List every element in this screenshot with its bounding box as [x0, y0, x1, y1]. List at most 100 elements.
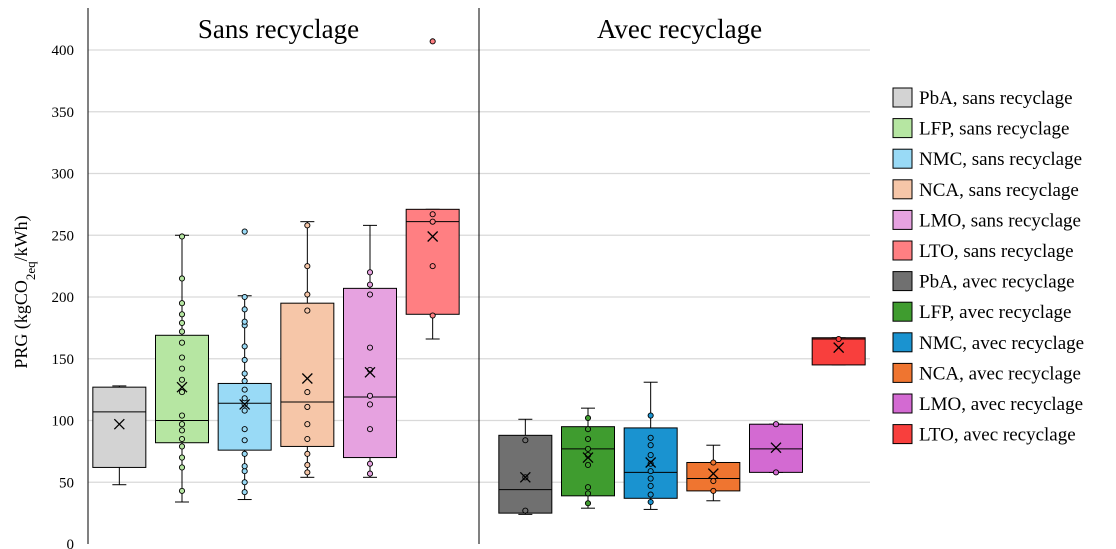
data-point	[584, 461, 592, 469]
data-point	[178, 365, 186, 372]
data-point	[241, 370, 248, 377]
legend-label: LTO, sans recyclage	[919, 241, 1074, 262]
data-point	[304, 469, 311, 476]
data-point	[241, 407, 248, 414]
y-tick-label: 250	[52, 228, 75, 244]
legend-item: PbA, sans recyclage	[892, 87, 1073, 109]
mean-marker	[833, 342, 845, 354]
data-point	[178, 412, 186, 419]
data-point	[241, 395, 248, 402]
data-point	[772, 421, 780, 428]
data-point	[710, 487, 717, 494]
data-point	[178, 421, 186, 428]
legend-swatch	[892, 87, 913, 108]
data-point	[241, 343, 248, 350]
legend-item: LTO, sans recyclage	[892, 240, 1074, 262]
data-point	[366, 401, 374, 408]
mean-marker	[301, 373, 313, 384]
y-tick-label: 350	[52, 105, 75, 121]
data-point	[241, 228, 248, 235]
data-point	[304, 291, 311, 298]
data-point	[304, 450, 311, 457]
data-point	[647, 482, 654, 490]
data-point	[647, 452, 654, 459]
y-tick-label: 50	[59, 475, 74, 491]
box-1	[92, 385, 147, 486]
legend-label: LTO, avec recyclage	[919, 425, 1076, 446]
data-point	[304, 421, 311, 428]
data-point	[178, 328, 186, 335]
y-tick-label: 100	[52, 414, 75, 430]
data-point	[241, 489, 248, 496]
data-point	[647, 442, 654, 449]
legend-label: PbA, avec recyclage	[919, 272, 1075, 293]
mean-marker	[113, 418, 125, 430]
legend-item: PbA, avec recyclage	[892, 271, 1075, 293]
box-iqr	[405, 208, 460, 315]
legend-swatch	[892, 209, 913, 230]
legend-swatch	[892, 332, 913, 353]
mean-marker	[582, 452, 594, 464]
data-point	[366, 426, 374, 433]
box-iqr	[92, 386, 147, 468]
data-point	[178, 233, 186, 240]
data-point	[429, 211, 436, 218]
mean-marker	[176, 381, 188, 393]
box-11	[749, 421, 803, 476]
mean-marker	[364, 366, 376, 378]
box-6	[405, 38, 460, 340]
box-iqr	[686, 461, 741, 492]
y-tick-label: 200	[52, 290, 75, 306]
legend-label: NCA, avec recyclage	[919, 363, 1081, 384]
data-point	[366, 392, 374, 399]
box-2	[155, 233, 209, 503]
data-point	[304, 435, 311, 443]
data-point	[710, 477, 717, 485]
legend-swatch	[892, 301, 913, 322]
mean-marker	[707, 468, 719, 480]
legend-item: LMO, avec recyclage	[892, 393, 1083, 415]
legend-item: LFP, sans recyclage	[892, 118, 1069, 140]
legend-label: LFP, sans recyclage	[919, 119, 1069, 140]
data-point	[241, 468, 248, 475]
data-point	[429, 263, 436, 270]
data-point	[647, 498, 654, 506]
data-point	[647, 468, 654, 475]
data-point	[178, 389, 186, 396]
y-tick-label: 300	[52, 167, 75, 183]
data-point	[241, 479, 248, 486]
data-point	[584, 426, 592, 433]
data-point	[647, 491, 654, 498]
box-5	[343, 224, 397, 478]
data-point	[647, 475, 654, 482]
legend-swatch	[892, 362, 913, 383]
mean-marker	[239, 398, 251, 410]
data-point	[366, 460, 374, 467]
data-point	[366, 291, 374, 298]
data-point	[241, 437, 248, 444]
legend-label: LFP, avec recyclage	[919, 302, 1071, 323]
legend-swatch	[892, 118, 913, 139]
data-point	[584, 490, 592, 497]
data-point	[178, 487, 186, 494]
data-point	[366, 269, 374, 276]
data-point	[835, 335, 842, 343]
legend-item: LFP, avec recyclage	[892, 301, 1071, 323]
data-point	[178, 454, 186, 461]
legend-swatch	[892, 271, 913, 292]
legend-swatch	[892, 393, 913, 414]
box-4	[280, 221, 335, 478]
data-point	[241, 386, 248, 393]
legend-item: NCA, sans recyclage	[892, 179, 1079, 201]
legend-label: PbA, sans recyclage	[919, 88, 1073, 109]
data-point	[304, 403, 311, 410]
mean-marker	[770, 442, 782, 454]
data-point	[241, 356, 248, 364]
box-9	[623, 381, 678, 510]
data-point	[647, 460, 654, 467]
mean-marker	[519, 471, 531, 483]
legend-item: LMO, sans recyclage	[892, 209, 1081, 231]
data-point	[522, 437, 529, 444]
data-point	[241, 450, 248, 457]
